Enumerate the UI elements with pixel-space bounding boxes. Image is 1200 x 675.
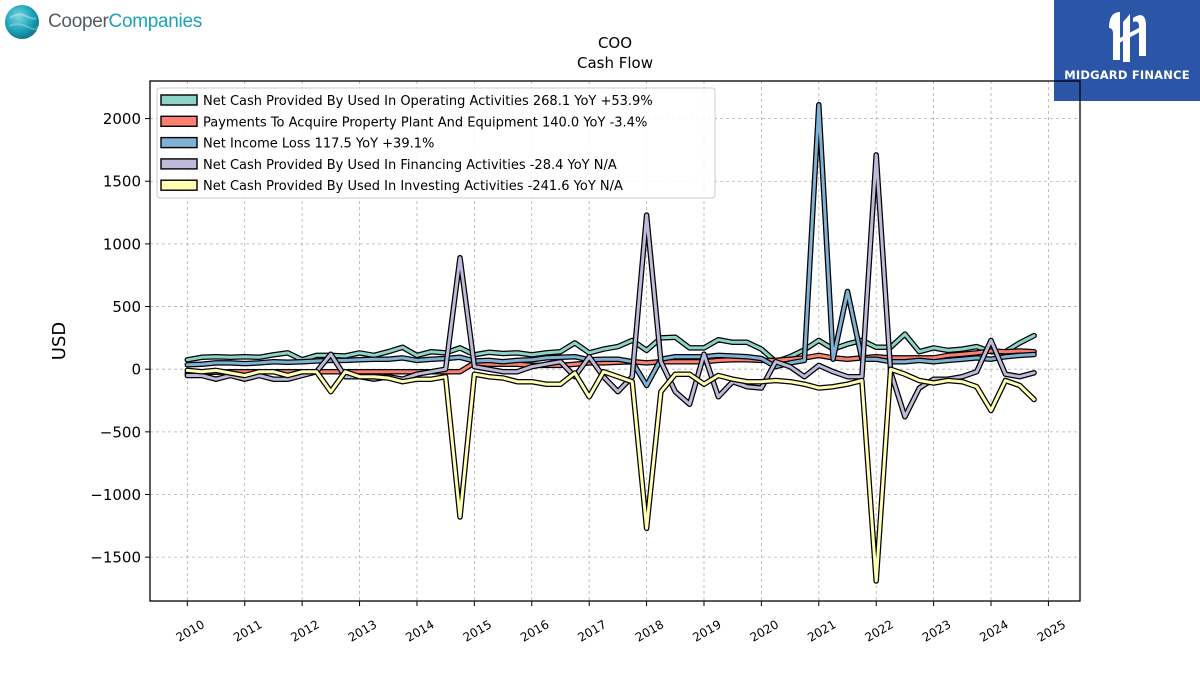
plot-frame <box>149 80 1081 602</box>
series-5 <box>184 366 1037 584</box>
x-tick-label: 2012 <box>288 617 321 644</box>
legend: Net Cash Provided By Used In Operating A… <box>156 87 716 199</box>
legend-entry: Net Income Loss 117.5 YoY +39.1% <box>203 137 434 152</box>
x-tick-label: 2014 <box>403 617 436 644</box>
x-tick-label: 2018 <box>633 617 666 644</box>
series-lines <box>184 102 1037 584</box>
x-tick-label: 2023 <box>920 617 953 644</box>
legend-swatch <box>160 136 198 149</box>
series-2 <box>184 348 1037 376</box>
x-tick-label: 2017 <box>575 617 608 644</box>
x-tick-label: 2022 <box>862 617 895 644</box>
chart-subtitle: Cash Flow <box>577 54 653 72</box>
y-tick-label: 2000 <box>103 110 141 128</box>
y-tick-label: 1000 <box>103 235 141 253</box>
legend-swatch <box>160 158 198 170</box>
midgard-emblem-icon <box>1109 12 1146 62</box>
x-tick-label: 2016 <box>518 617 551 644</box>
cooper-companies-logo: CooperCompanies <box>4 4 202 40</box>
x-tick-label: 2019 <box>690 617 723 644</box>
x-tick-label: 2010 <box>174 617 207 644</box>
y-tick-label: 500 <box>112 298 141 316</box>
chart-title: COO <box>598 34 632 52</box>
x-tick-label: 2024 <box>977 617 1010 644</box>
company-name-part1: Cooper <box>48 11 109 32</box>
y-tick-label: 1500 <box>103 173 141 191</box>
midgard-finance-logo: MIDGARD FINANCE <box>1054 0 1200 101</box>
legend-swatch <box>160 115 198 128</box>
globe-icon <box>5 5 39 39</box>
series-line <box>185 153 1036 419</box>
y-tick-label: −1500 <box>90 549 141 567</box>
series-outline <box>184 366 1037 584</box>
sponsor-name: MIDGARD FINANCE <box>1064 68 1190 82</box>
x-tick-label: 2021 <box>805 617 838 644</box>
y-tick-label: −500 <box>100 423 141 441</box>
legend-swatch <box>160 179 198 191</box>
x-tick-label: 2011 <box>231 617 264 644</box>
grid <box>150 81 1080 601</box>
legend-entry: Net Cash Provided By Used In Financing A… <box>203 158 617 173</box>
x-tick-label: 2025 <box>1035 617 1068 644</box>
x-tick-label: 2013 <box>346 617 379 644</box>
series-line <box>185 349 1036 375</box>
legend-entry: Net Cash Provided By Used In Operating A… <box>203 94 653 109</box>
series-line <box>185 367 1036 583</box>
y-tick-label: 0 <box>131 361 141 379</box>
legend-entry: Net Cash Provided By Used In Investing A… <box>203 179 623 194</box>
x-tick-label: 2015 <box>461 617 494 644</box>
x-tick-label: 2020 <box>748 617 781 644</box>
y-tick-label: −1000 <box>90 486 141 504</box>
series-4 <box>184 152 1037 420</box>
legend-entry: Payments To Acquire Property Plant And E… <box>203 115 647 130</box>
company-name-part2: Companies <box>108 11 203 32</box>
company-name: CooperCompanies <box>48 11 202 33</box>
legend-swatch <box>160 94 198 106</box>
y-axis-label: USD <box>49 322 70 360</box>
legend-box <box>156 87 716 199</box>
